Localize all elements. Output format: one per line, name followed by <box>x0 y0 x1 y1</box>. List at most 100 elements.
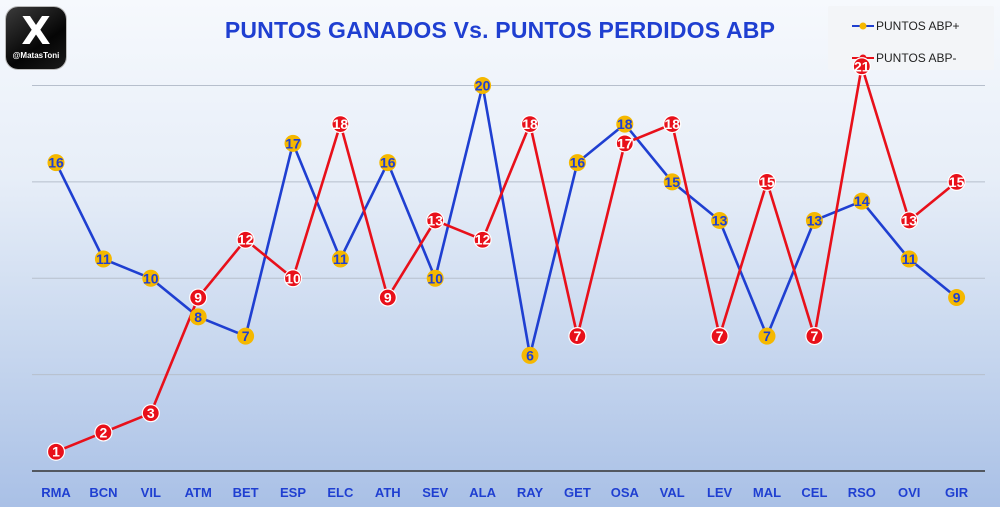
data-label-abp-plus: 20 <box>475 78 491 94</box>
data-point-abp-plus <box>284 134 302 152</box>
legend-label-abp-minus: PUNTOS ABP- <box>876 51 957 65</box>
data-label-abp-plus: 13 <box>807 212 823 228</box>
data-label-abp-minus: 9 <box>384 290 392 306</box>
data-point-abp-minus <box>141 404 160 423</box>
data-point-abp-plus <box>805 211 823 229</box>
data-label-abp-plus: 17 <box>285 135 301 151</box>
data-label-abp-plus: 10 <box>143 270 159 286</box>
data-point-abp-plus <box>711 211 729 229</box>
data-label-abp-plus: 8 <box>194 309 202 325</box>
x-logo-glyph: X <box>21 9 51 53</box>
legend-item-abp-plus: PUNTOS ABP+ <box>828 16 994 36</box>
data-label-abp-plus: 6 <box>526 347 534 363</box>
data-label-abp-minus: 13 <box>901 212 917 228</box>
data-label-abp-plus: 7 <box>763 328 771 344</box>
data-point-abp-minus <box>236 230 255 249</box>
data-point-abp-minus <box>94 423 113 442</box>
data-point-abp-minus <box>473 230 492 249</box>
x-tick-label: MAL <box>753 485 781 500</box>
data-point-abp-minus <box>757 172 777 192</box>
data-point-abp-plus <box>379 154 397 172</box>
data-label-abp-minus: 15 <box>949 174 965 190</box>
data-label-abp-minus: 18 <box>664 116 680 132</box>
x-tick-label: RAY <box>517 485 544 500</box>
data-point-abp-minus <box>378 288 397 307</box>
data-label-abp-minus: 3 <box>147 405 155 421</box>
data-point-abp-plus <box>142 269 160 287</box>
data-label-abp-plus: 11 <box>333 251 348 267</box>
x-tick-label: ATH <box>375 485 401 500</box>
data-label-abp-plus: 16 <box>380 155 396 171</box>
data-label-abp-plus: 9 <box>953 290 961 306</box>
data-point-abp-plus <box>948 289 966 307</box>
x-tick-label: GIR <box>945 485 969 500</box>
data-point-abp-minus <box>568 326 587 346</box>
data-label-abp-minus: 12 <box>238 232 254 248</box>
series-line-abp-plus <box>54 84 958 357</box>
x-tick-label: ESP <box>280 485 306 500</box>
legend-line-abp-plus <box>852 22 874 30</box>
data-label-abp-minus: 13 <box>427 212 443 228</box>
data-point-abp-minus <box>283 269 303 288</box>
data-point-abp-plus <box>853 192 871 210</box>
data-label-abp-minus: 18 <box>333 116 349 132</box>
x-tick-label: CEL <box>801 485 827 500</box>
data-label-abp-minus: 21 <box>854 58 870 74</box>
x-tick-label: RMA <box>41 485 71 500</box>
data-label-abp-plus: 13 <box>712 212 728 228</box>
data-point-abp-minus <box>46 442 66 461</box>
x-tick-label: OVI <box>898 485 920 500</box>
x-tick-label: SEV <box>422 485 448 500</box>
data-label-abp-plus: 11 <box>96 251 111 267</box>
x-tick-label: OSA <box>611 485 640 500</box>
data-point-abp-minus <box>805 326 824 346</box>
data-label-abp-minus: 15 <box>759 174 775 190</box>
data-label-abp-minus: 18 <box>522 116 538 132</box>
data-label-abp-plus: 14 <box>854 193 870 209</box>
data-point-abp-minus <box>615 134 634 153</box>
x-logo-icon: X @MatasToni <box>6 7 66 69</box>
data-point-abp-plus <box>474 77 492 95</box>
data-label-abp-plus: 7 <box>242 328 250 344</box>
data-point-abp-minus <box>852 57 871 76</box>
data-point-abp-plus <box>47 154 65 172</box>
data-label-abp-minus: 7 <box>716 328 724 344</box>
chart-legend: PUNTOS ABP+ PUNTOS ABP- <box>828 6 994 70</box>
data-point-abp-minus <box>900 211 919 230</box>
x-tick-label: VAL <box>660 485 685 500</box>
data-point-abp-minus <box>189 288 208 307</box>
data-point-abp-plus <box>900 250 918 268</box>
data-point-abp-plus <box>237 327 255 345</box>
data-point-abp-minus <box>331 114 350 134</box>
data-label-abp-plus: 16 <box>48 155 64 171</box>
data-label-abp-plus: 18 <box>617 116 633 132</box>
data-point-abp-minus <box>947 172 966 192</box>
data-label-abp-plus: 10 <box>427 270 443 286</box>
series-line-abp-minus <box>55 64 958 453</box>
legend-label-abp-plus: PUNTOS ABP+ <box>876 19 960 33</box>
data-label-abp-minus: 7 <box>811 328 819 344</box>
data-point-abp-plus <box>189 308 207 326</box>
x-tick-label: ATM <box>185 485 212 500</box>
x-tick-label: BET <box>233 485 259 500</box>
data-label-abp-plus: 11 <box>902 251 917 267</box>
data-point-abp-plus <box>758 327 776 345</box>
data-label-abp-minus: 12 <box>475 232 491 248</box>
data-label-abp-plus: 16 <box>570 155 586 171</box>
data-point-abp-minus <box>710 326 729 346</box>
data-point-abp-minus <box>520 114 540 134</box>
data-label-abp-minus: 9 <box>194 290 202 306</box>
data-label-abp-minus: 2 <box>100 424 108 440</box>
x-tick-label: VIL <box>141 485 161 500</box>
author-handle: @MatasToni <box>12 51 60 60</box>
data-point-abp-plus <box>568 154 586 172</box>
data-point-abp-plus <box>94 250 112 268</box>
chart-title: PUNTOS GANADOS Vs. PUNTOS PERDIDOS ABP <box>224 17 776 43</box>
x-tick-label: GET <box>564 485 591 500</box>
data-point-abp-minus <box>663 114 682 134</box>
x-tick-label: BCN <box>89 485 117 500</box>
data-label-abp-plus: 15 <box>664 174 680 190</box>
x-tick-label: ALA <box>469 485 496 500</box>
